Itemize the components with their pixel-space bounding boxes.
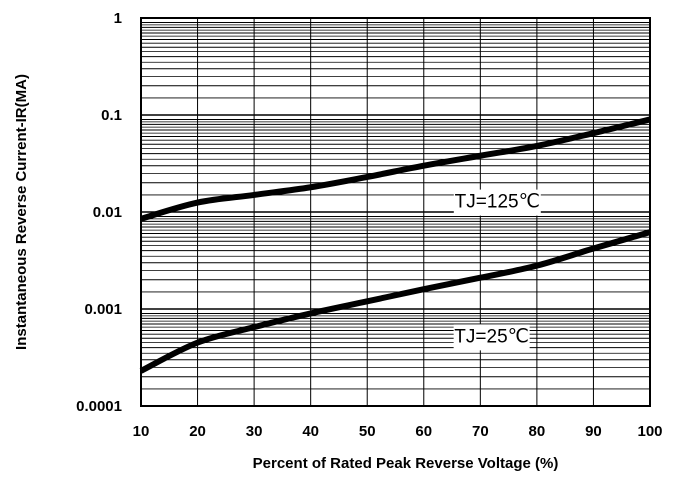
y-tick-label: 0.001 <box>84 301 122 318</box>
annotation-box <box>453 189 541 216</box>
x-tick-label: 80 <box>529 423 546 440</box>
x-tick-label: 10 <box>133 423 150 440</box>
y-tick-label: 1 <box>114 10 122 27</box>
y-tick-label: 0.0001 <box>76 398 122 415</box>
x-tick-label: 40 <box>302 423 319 440</box>
x-tick-label: 70 <box>472 423 489 440</box>
annotation-layer: TJ=125℃ TJ=25℃ <box>453 189 541 351</box>
y-tick-label: 0.1 <box>101 107 122 124</box>
annotation-label: TJ=25℃ <box>454 326 529 347</box>
x-tick-label: 50 <box>359 423 376 440</box>
grid <box>140 18 651 407</box>
x-tick-label: 20 <box>189 423 206 440</box>
series-line-2 <box>139 229 651 374</box>
series-line-1 <box>140 116 651 222</box>
series-layer <box>139 116 651 374</box>
annotation-label: TJ=125℃ <box>455 192 540 213</box>
x-tick-labels: 10 20 30 40 50 60 70 80 90 100 <box>133 423 663 440</box>
plot-frame <box>140 17 651 407</box>
annotation-box <box>453 324 530 351</box>
y-axis-title: Instantaneous Reverse Current-IR(MA) <box>13 74 30 350</box>
x-tick-label: 30 <box>246 423 263 440</box>
x-tick-label: 100 <box>637 423 662 440</box>
y-tick-label: 0.01 <box>93 204 122 221</box>
x-tick-label: 60 <box>415 423 432 440</box>
annotation-1: TJ=125℃ <box>453 189 541 216</box>
y-tick-labels: 0.0001 0.001 0.01 0.1 1 <box>76 10 122 415</box>
annotation-2: TJ=25℃ <box>453 324 530 351</box>
x-axis-title: Percent of Rated Peak Reverse Voltage (%… <box>253 455 559 472</box>
x-tick-label: 90 <box>585 423 602 440</box>
